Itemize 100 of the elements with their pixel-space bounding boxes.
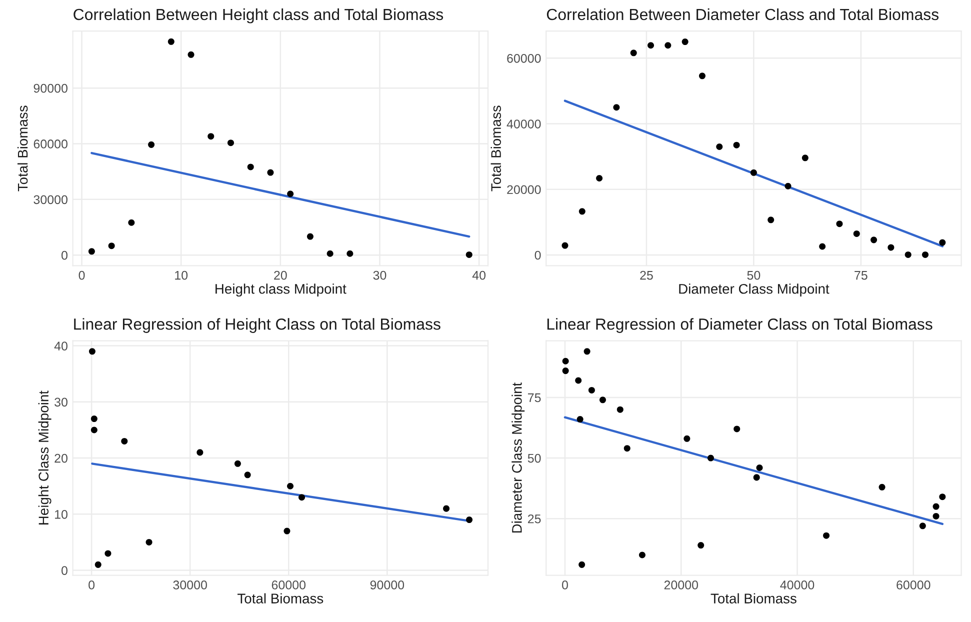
point bbox=[734, 426, 740, 432]
point bbox=[104, 550, 112, 557]
point bbox=[108, 242, 115, 250]
point bbox=[284, 528, 290, 534]
point bbox=[466, 251, 472, 258]
x-tick-label: 0 bbox=[562, 580, 568, 590]
chart-title: Correlation Between Diameter Class and Total Biomass bbox=[546, 8, 939, 20]
point bbox=[287, 482, 294, 490]
point bbox=[287, 190, 294, 198]
point bbox=[121, 438, 128, 444]
point bbox=[575, 377, 582, 384]
point bbox=[750, 169, 757, 176]
y-axis-title: Height Class Midpoint bbox=[38, 390, 52, 524]
x-tick-label: 40000 bbox=[780, 580, 814, 590]
point bbox=[819, 243, 826, 250]
point bbox=[346, 250, 354, 257]
y-tick-label: 10 bbox=[55, 510, 68, 519]
point bbox=[756, 464, 763, 472]
point bbox=[682, 38, 688, 46]
x-tick-label: 75 bbox=[854, 271, 868, 280]
point bbox=[904, 251, 912, 258]
x-tick-label: 0 bbox=[88, 580, 95, 590]
point bbox=[664, 42, 672, 49]
x-tick-label: 60000 bbox=[272, 580, 306, 590]
point bbox=[562, 368, 569, 374]
x-axis-title: Total Biomass bbox=[238, 593, 324, 604]
point bbox=[707, 454, 714, 462]
chart-title: Linear Regression of Height Class on Total Biomass bbox=[74, 318, 440, 333]
x-axis-title: Total Biomass bbox=[710, 593, 796, 604]
point bbox=[466, 516, 473, 524]
point bbox=[208, 133, 214, 140]
point bbox=[562, 242, 568, 249]
point bbox=[88, 248, 95, 255]
x-tick-label: 20 bbox=[274, 270, 287, 280]
point bbox=[939, 494, 946, 500]
y-tick-label: 0 bbox=[62, 566, 68, 575]
point bbox=[922, 251, 929, 258]
point bbox=[768, 216, 774, 224]
x-tick-label: 30000 bbox=[173, 580, 207, 590]
point bbox=[227, 140, 234, 146]
y-tick-label: 20000 bbox=[507, 185, 541, 194]
chart-title: Correlation Between Height class and Total Biomass bbox=[74, 8, 444, 24]
point bbox=[576, 416, 584, 423]
point bbox=[94, 561, 102, 568]
point bbox=[443, 505, 450, 512]
point bbox=[630, 50, 637, 56]
point bbox=[562, 358, 569, 364]
point bbox=[584, 348, 590, 355]
point bbox=[168, 38, 174, 45]
point bbox=[698, 542, 704, 549]
point bbox=[578, 208, 586, 215]
y-axis-title: Total Biomass bbox=[490, 106, 501, 192]
point bbox=[196, 449, 204, 456]
point bbox=[90, 426, 98, 434]
y-tick-label: 75 bbox=[528, 393, 541, 402]
y-tick-label: 25 bbox=[528, 514, 541, 524]
y-tick-label: 60000 bbox=[507, 54, 541, 63]
point bbox=[853, 230, 860, 237]
point bbox=[148, 141, 155, 148]
y-tick-label: 0 bbox=[534, 250, 541, 260]
point bbox=[878, 484, 886, 490]
point bbox=[596, 174, 603, 182]
x-tick-label: 60000 bbox=[896, 580, 930, 590]
point bbox=[616, 406, 624, 413]
x-tick-label: 20000 bbox=[664, 580, 698, 590]
point bbox=[648, 42, 654, 49]
point bbox=[88, 348, 96, 355]
y-tick-label: 40 bbox=[54, 342, 68, 350]
point bbox=[146, 538, 152, 546]
point bbox=[932, 512, 940, 520]
y-tick-label: 0 bbox=[62, 250, 68, 260]
chart-title: Linear Regression of Diameter Class on Total Biomass bbox=[547, 318, 932, 333]
point bbox=[234, 460, 241, 467]
point bbox=[932, 503, 940, 510]
x-tick-label: 0 bbox=[78, 270, 85, 280]
point bbox=[244, 472, 251, 478]
point bbox=[716, 143, 723, 150]
y-tick-label: 30 bbox=[54, 398, 68, 407]
point bbox=[306, 233, 314, 240]
point bbox=[613, 104, 620, 111]
point bbox=[638, 552, 646, 558]
point bbox=[836, 220, 843, 228]
x-tick-label: 50 bbox=[747, 270, 760, 280]
y-axis-title: Diameter Class Midpoint bbox=[512, 382, 525, 533]
x-axis-title: Diameter Class Midpoint bbox=[679, 284, 830, 297]
y-tick-label: 90000 bbox=[34, 84, 68, 93]
point bbox=[939, 239, 946, 246]
point bbox=[870, 236, 878, 244]
y-tick-label: 20 bbox=[54, 454, 68, 463]
point bbox=[753, 474, 760, 481]
y-tick-label: 30000 bbox=[34, 195, 68, 204]
x-tick-label: 25 bbox=[640, 270, 653, 280]
point bbox=[888, 244, 894, 251]
point bbox=[578, 561, 586, 568]
x-axis-title: Height class Midpoint bbox=[216, 284, 346, 297]
point bbox=[823, 532, 830, 539]
point bbox=[90, 416, 98, 422]
x-tick-label: 30 bbox=[373, 270, 386, 280]
point bbox=[784, 182, 792, 190]
point bbox=[188, 51, 194, 58]
